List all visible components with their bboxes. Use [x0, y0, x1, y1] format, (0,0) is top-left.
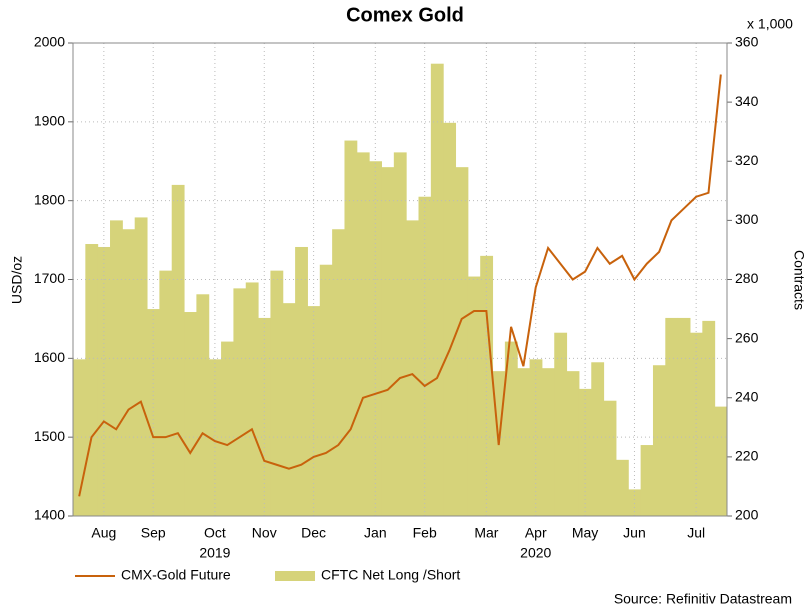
y-tick-label: 1500 — [34, 428, 65, 444]
x-tick-label: Mar — [474, 525, 498, 541]
y2-tick-label: 320 — [735, 152, 759, 168]
area-step — [97, 246, 111, 516]
area-step — [665, 317, 679, 516]
area-step — [529, 359, 543, 516]
area-step — [566, 371, 580, 516]
area-step — [208, 359, 222, 516]
line-series — [78, 74, 722, 497]
area-step — [430, 63, 444, 516]
year-label: 2020 — [520, 545, 551, 561]
y2-tick-label: 360 — [735, 34, 759, 50]
y-tick-label: 1400 — [34, 507, 65, 523]
y2-multiplier: x 1,000 — [747, 16, 793, 32]
y2-tick-label: 220 — [735, 448, 759, 464]
area-step — [702, 320, 716, 516]
y-tick-label: 1600 — [34, 349, 65, 365]
area-step — [245, 282, 259, 516]
area-step — [270, 270, 284, 516]
legend-label: CMX-Gold Future — [121, 567, 231, 583]
plot-frame — [72, 42, 728, 517]
area-step — [282, 303, 296, 516]
area-step — [578, 388, 592, 516]
y-tick-label: 1800 — [34, 191, 65, 207]
area-step — [344, 140, 358, 516]
area-step — [467, 276, 481, 516]
y2-tick-label: 300 — [735, 211, 759, 227]
area-step — [652, 365, 666, 516]
y2-tick-label: 200 — [735, 507, 759, 523]
area-step — [418, 196, 432, 516]
area-step — [591, 362, 605, 516]
area-step — [455, 167, 469, 516]
y2-axis-label: Contracts — [791, 250, 807, 310]
y2-tick-label: 340 — [735, 93, 759, 109]
y-tick-label: 2000 — [34, 34, 65, 50]
x-tick-label: Oct — [204, 525, 226, 541]
x-tick-label: Jun — [623, 525, 646, 541]
y-tick-label: 1900 — [34, 113, 65, 129]
area-step — [369, 161, 382, 516]
area-step — [517, 368, 531, 516]
area-step — [295, 246, 308, 516]
area-step — [406, 220, 420, 516]
area-step — [504, 341, 518, 516]
area-step — [443, 122, 457, 516]
x-tick-label: Dec — [301, 525, 326, 541]
area-step — [332, 229, 345, 516]
area-step — [221, 341, 234, 516]
area-step — [110, 220, 123, 516]
y2-tick-label: 260 — [735, 329, 759, 345]
chart-title: Comex Gold — [346, 4, 464, 26]
x-tick-label: Jan — [364, 525, 387, 541]
x-tick-label: Jul — [687, 525, 705, 541]
area-step — [159, 270, 173, 516]
year-label: 2019 — [199, 545, 230, 561]
area-step — [122, 229, 136, 516]
area-step — [480, 255, 494, 516]
area-step — [393, 152, 407, 516]
area-step — [196, 294, 210, 516]
legend-label: CFTC Net Long /Short — [321, 567, 460, 583]
x-tick-label: Apr — [525, 525, 547, 541]
area-step — [541, 368, 555, 516]
area-step — [677, 317, 691, 516]
area-step — [714, 406, 728, 516]
y-tick-label: 1700 — [34, 270, 65, 286]
area-step — [233, 288, 247, 516]
x-tick-label: Nov — [252, 525, 277, 541]
y2-tick-label: 280 — [735, 270, 759, 286]
y2-tick-label: 240 — [735, 388, 759, 404]
x-tick-label: Aug — [91, 525, 116, 541]
area-step — [356, 152, 370, 516]
area-step — [147, 309, 160, 516]
area-step — [258, 317, 271, 516]
area-step — [85, 244, 99, 516]
area-step — [640, 445, 654, 516]
area-step — [603, 400, 617, 516]
y-axis-label: USD/oz — [9, 256, 25, 304]
source: Source: Refinitiv Datastream — [614, 591, 792, 607]
area-step — [134, 217, 148, 516]
x-tick-label: May — [572, 525, 598, 541]
area-step — [381, 167, 395, 516]
area-step — [319, 264, 333, 516]
area-step — [628, 489, 642, 516]
x-tick-label: Feb — [413, 525, 437, 541]
x-tick-label: Sep — [141, 525, 166, 541]
area-step — [689, 332, 703, 516]
area-step — [171, 184, 185, 516]
legend-swatch — [275, 571, 315, 581]
area-step — [554, 332, 568, 516]
area-step — [184, 312, 197, 516]
area-step — [615, 459, 629, 516]
